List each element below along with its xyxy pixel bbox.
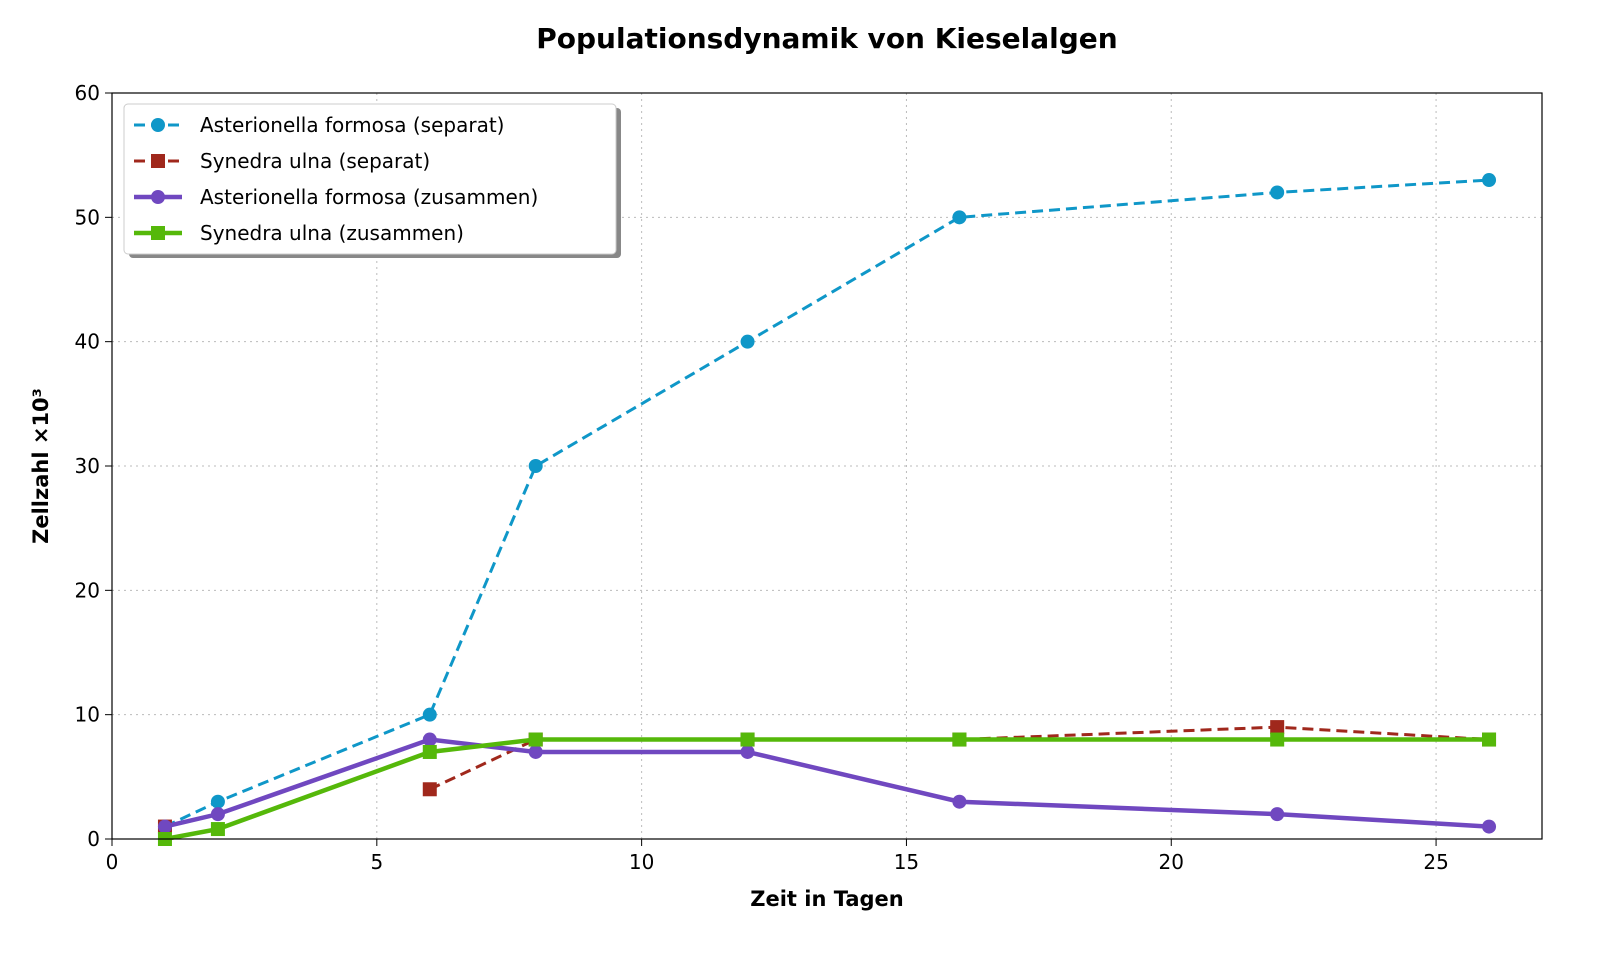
- data-point: [952, 210, 967, 225]
- data-point: [151, 190, 165, 204]
- data-point: [952, 732, 967, 747]
- legend-label: Synedra ulna (separat): [200, 149, 430, 173]
- y-tick-label: 60: [75, 81, 100, 105]
- data-point: [151, 226, 165, 240]
- data-point: [210, 822, 225, 837]
- legend-label: Asterionella formosa (separat): [200, 113, 504, 137]
- data-point: [422, 732, 437, 747]
- data-point: [210, 807, 225, 822]
- data-point: [1482, 819, 1497, 834]
- y-tick-label: 0: [87, 827, 100, 851]
- data-point: [1270, 807, 1285, 822]
- y-tick-label: 40: [75, 330, 100, 354]
- data-point: [1482, 732, 1497, 747]
- legend-box: [123, 103, 617, 255]
- x-tick-label: 25: [1423, 850, 1448, 874]
- data-point: [528, 459, 543, 473]
- data-point: [210, 794, 225, 809]
- data-point: [151, 118, 165, 132]
- x-tick-label: 0: [106, 850, 119, 874]
- plot-frame: [111, 92, 1543, 840]
- series-line: [164, 737, 1490, 842]
- data-point: [528, 744, 543, 759]
- data-point: [1270, 732, 1285, 747]
- data-point: [422, 782, 437, 797]
- legend-label: Asterionella formosa (zusammen): [200, 185, 538, 209]
- y-tick-label: 10: [75, 703, 100, 727]
- chart-title: Populationsdynamik von Kieselalgen: [536, 22, 1117, 55]
- series-line: [164, 178, 1490, 828]
- data-point: [157, 819, 172, 834]
- x-axis-label: Zeit in Tagen: [750, 887, 904, 911]
- data-point: [1270, 720, 1285, 735]
- y-axis-label: Zellzahl ×10³: [29, 388, 53, 544]
- series-line: [164, 737, 1490, 829]
- x-tick-label: 20: [1159, 850, 1184, 874]
- data-point: [1270, 185, 1285, 200]
- y-tick-label: 30: [75, 454, 100, 478]
- legend-label: Synedra ulna (zusammen): [200, 221, 464, 245]
- x-tick-label: 15: [894, 850, 919, 874]
- x-tick-label: 5: [370, 850, 383, 874]
- data-point: [151, 154, 165, 168]
- data-point: [740, 744, 755, 759]
- data-point: [422, 744, 437, 759]
- data-point: [952, 794, 967, 809]
- data-point: [422, 707, 437, 722]
- data-point: [528, 732, 543, 747]
- y-tick-label: 20: [75, 578, 100, 602]
- data-point: [740, 334, 755, 349]
- y-tick-label: 50: [75, 205, 100, 229]
- x-tick-label: 10: [629, 850, 654, 874]
- data-point: [1482, 173, 1497, 188]
- data-point: [740, 732, 755, 747]
